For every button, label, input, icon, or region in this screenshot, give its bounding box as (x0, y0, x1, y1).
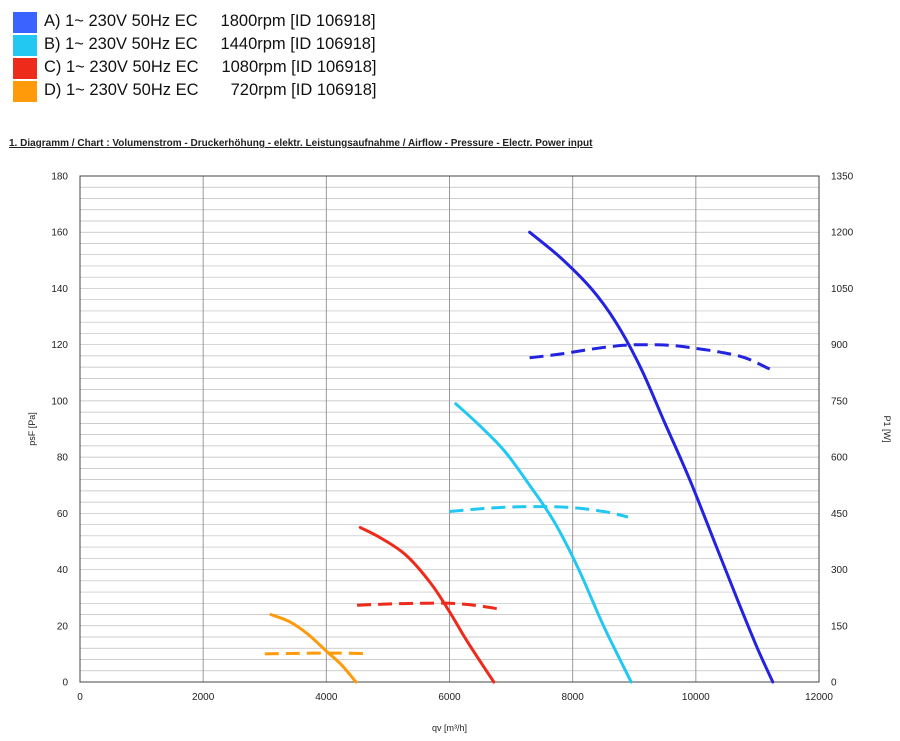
power-curve-d (264, 651, 364, 656)
y2-tick-label: 300 (831, 565, 848, 576)
y2-tick-label: 600 (831, 453, 848, 464)
y-tick-label: 140 (51, 284, 68, 295)
plot-frame (79, 175, 820, 683)
y-tick-label: 40 (57, 565, 69, 576)
y2-tick-label: 750 (831, 396, 848, 407)
power-curve-b (449, 505, 629, 519)
y2-tick-label: 0 (831, 678, 837, 689)
y-axis-label: psF [Pa] (27, 412, 37, 446)
legend-label: A) 1~ 230V 50Hz EC 1800rpm [ID 106918] (44, 12, 376, 30)
power-curve-c (357, 601, 500, 611)
x-tick-label: 6000 (438, 692, 461, 703)
y-tick-label: 60 (57, 509, 69, 520)
legend-swatch (13, 12, 37, 33)
y2-tick-label: 1050 (831, 284, 854, 295)
ticks: 0 2000 4000 6000 8000 10000 120000204060801001… (51, 172, 853, 704)
y2-tick-label: 450 (831, 509, 848, 520)
x-tick-label: 0 (77, 692, 83, 703)
y-tick-label: 180 (51, 172, 68, 183)
pressure-curve-b (454, 402, 633, 684)
y-tick-label: 80 (57, 453, 69, 464)
legend-swatch (13, 58, 37, 79)
y-tick-label: 20 (57, 621, 69, 632)
y2-tick-label: 900 (831, 340, 848, 351)
y-tick-label: 0 (62, 678, 68, 689)
legend-label: C) 1~ 230V 50Hz EC 1080rpm [ID 106918] (44, 58, 377, 76)
y-tick-label: 120 (51, 340, 68, 351)
pressure-curve-c (358, 525, 496, 684)
y-tick-label: 160 (51, 228, 68, 239)
legend-label: B) 1~ 230V 50Hz EC 1440rpm [ID 106918] (44, 35, 376, 53)
pressure-curve-a (528, 230, 775, 684)
y-tick-label: 100 (51, 396, 68, 407)
pressure-curve-d (269, 613, 358, 684)
power-curve-a (529, 343, 771, 371)
grid (79, 176, 820, 682)
x-tick-label: 12000 (805, 692, 833, 703)
legend-label: D) 1~ 230V 50Hz EC 720rpm [ID 106918] (44, 81, 377, 99)
y2-tick-label: 1200 (831, 228, 854, 239)
y2-tick-label: 1350 (831, 172, 854, 183)
legend-swatch (13, 35, 37, 56)
x-tick-label: 4000 (315, 692, 338, 703)
x-tick-label: 10000 (682, 692, 710, 703)
x-tick-label: 2000 (192, 692, 215, 703)
chart-title: 1. Diagramm / Chart : Volumenstrom - Dru… (9, 138, 593, 149)
x-tick-label: 8000 (562, 692, 585, 703)
x-axis-label: qv [m³/h] (432, 723, 467, 733)
curves (264, 230, 775, 684)
y2-tick-label: 150 (831, 621, 848, 632)
y2-axis-label: P1 [W] (882, 415, 892, 442)
legend-swatch (13, 81, 37, 102)
